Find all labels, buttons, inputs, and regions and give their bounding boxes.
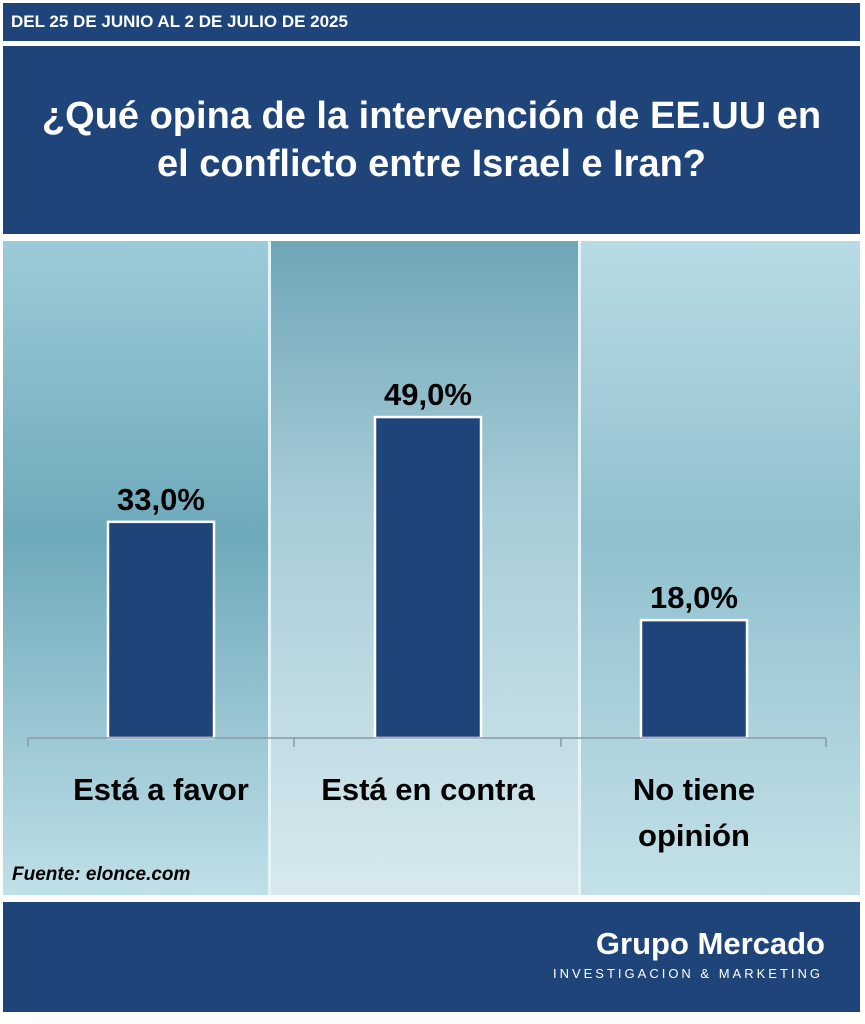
bar-3 <box>639 618 749 740</box>
brand-tagline: INVESTIGACION & MARKETING <box>552 966 823 981</box>
category-label-3: No tiene opinión <box>633 772 755 853</box>
photo-divider <box>578 241 581 895</box>
photo-panel-right <box>579 241 860 895</box>
bar-chart: 33,0% Está a favor 49,0% Está en contra 18,0… <box>27 377 827 853</box>
category-label-1: Está a favor <box>73 772 249 807</box>
photo-divider <box>268 241 271 895</box>
data-label-3: 18,0% <box>650 580 738 615</box>
brand-logo-text: Grupo Mercado <box>595 926 825 961</box>
date-range-banner: DEL 25 DE JUNIO AL 2 DE JULIO DE 2025 <box>3 3 860 41</box>
bar-2 <box>373 415 483 740</box>
chart-title: ¿Qué opina de la intervención de EE.UU e… <box>41 95 822 185</box>
data-label-1: 33,0% <box>117 482 205 517</box>
category-label-2: Está en contra <box>321 772 535 807</box>
bar-1 <box>106 520 216 740</box>
data-label-2: 49,0% <box>384 377 472 412</box>
footer-banner <box>3 902 860 1012</box>
source-note: Fuente: elonce.com <box>12 864 191 885</box>
title-banner: ¿Qué opina de la intervención de EE.UU e… <box>3 46 860 234</box>
